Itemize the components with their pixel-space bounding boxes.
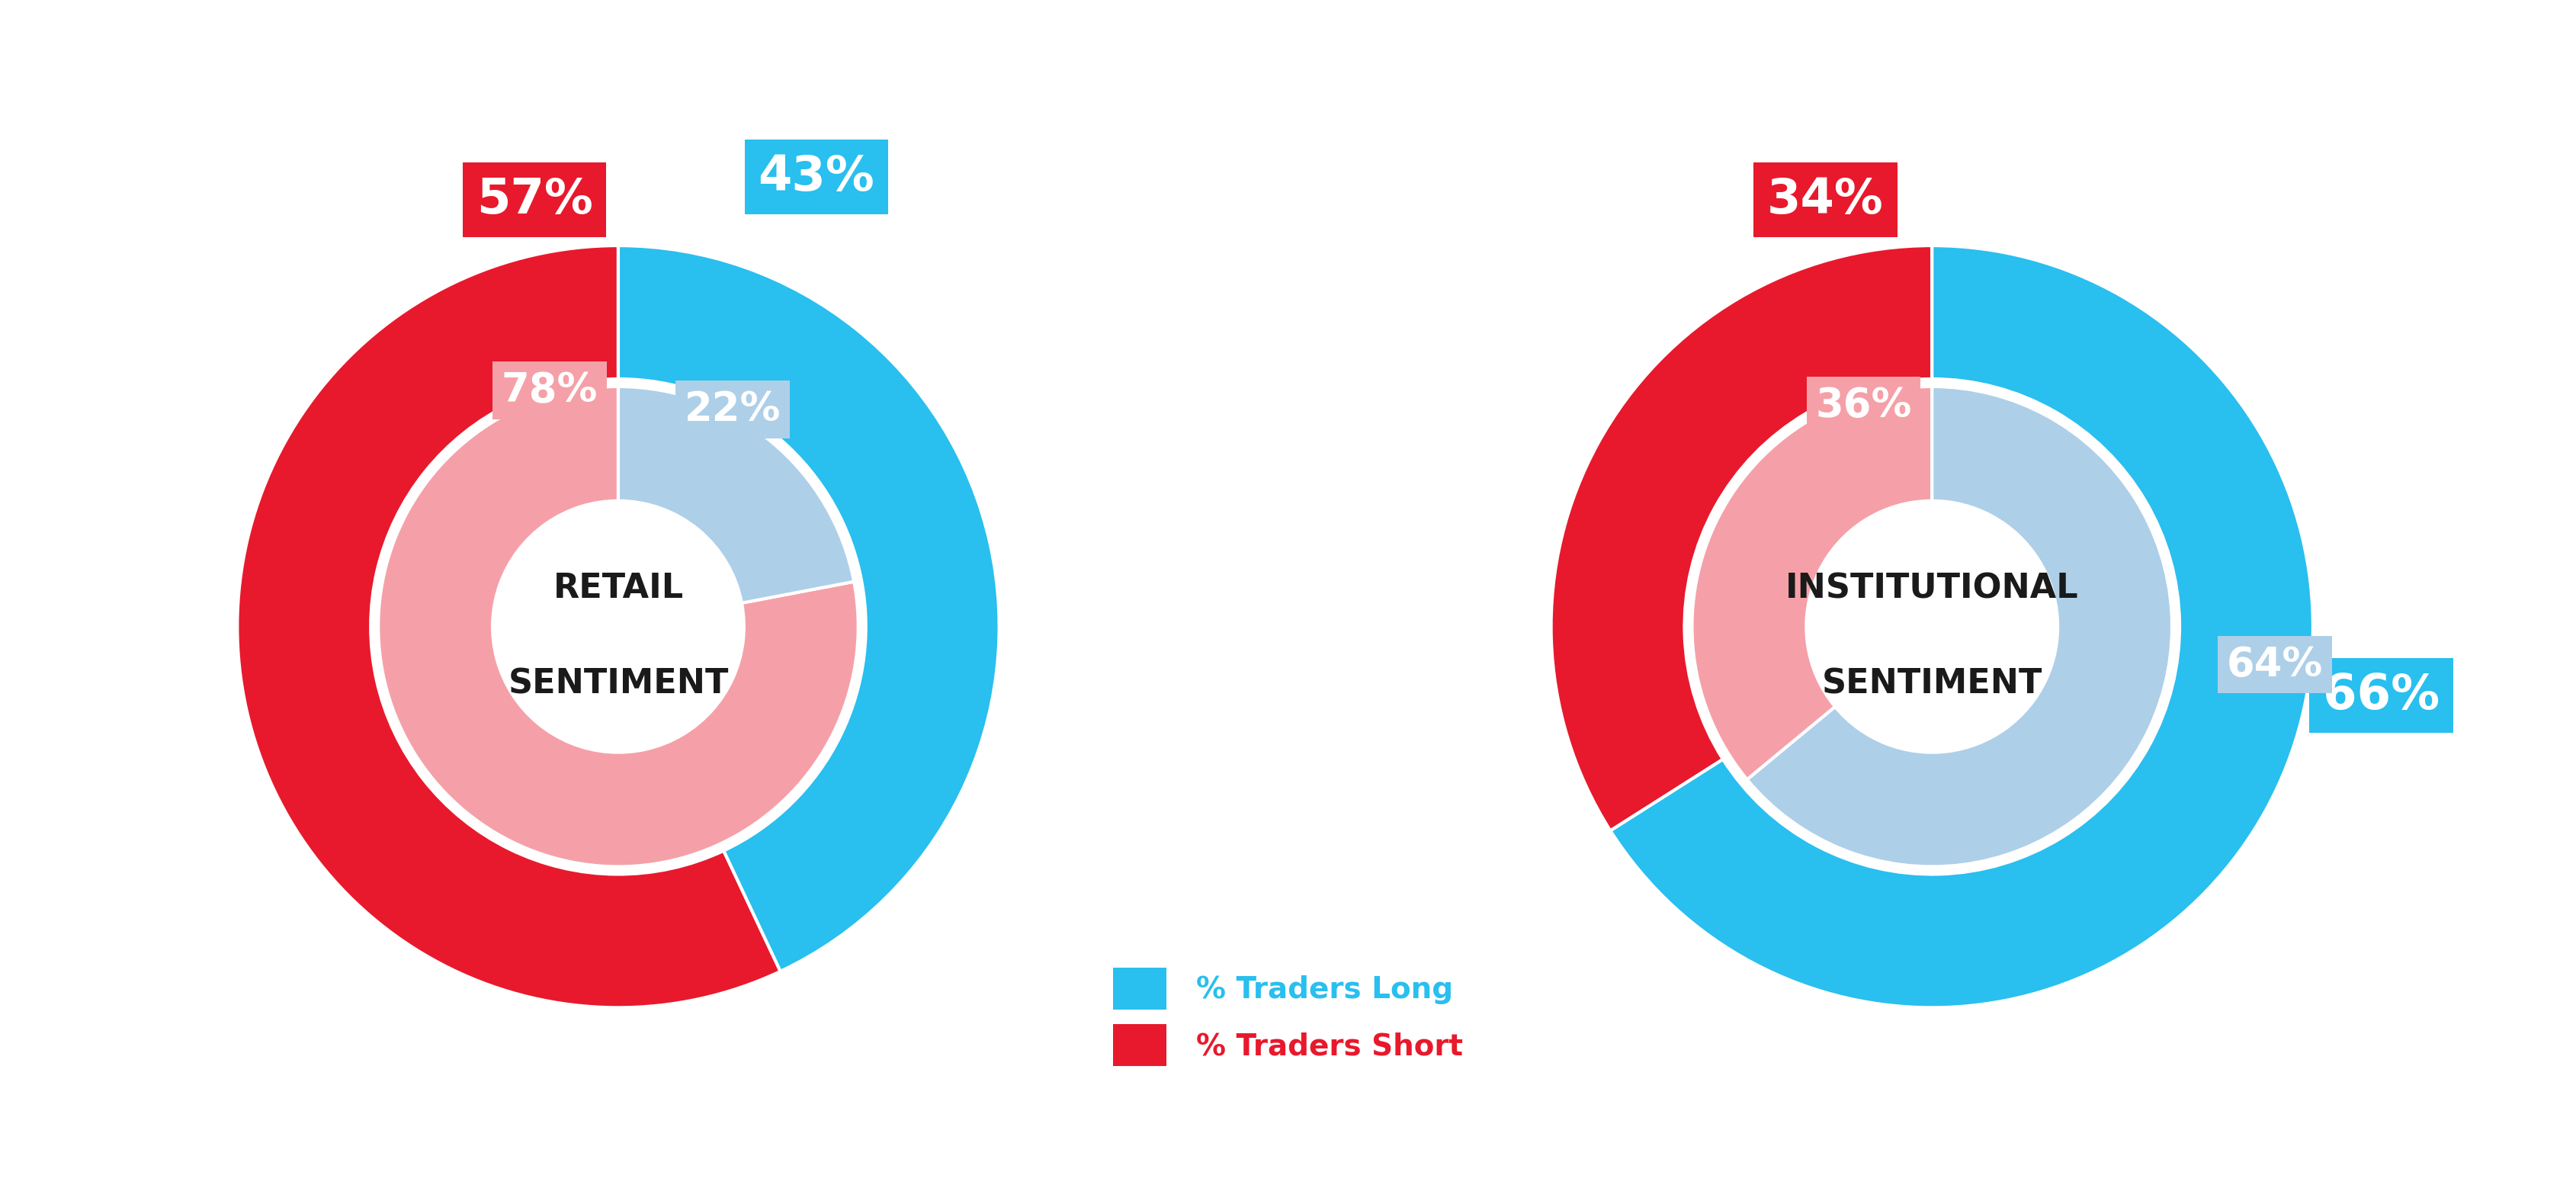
Text: RETAIL: RETAIL: [554, 572, 683, 605]
Text: 43%: 43%: [757, 154, 873, 201]
Wedge shape: [618, 245, 999, 972]
Wedge shape: [1551, 245, 1932, 831]
Text: 78%: 78%: [502, 371, 598, 411]
Text: 66%: 66%: [2324, 671, 2439, 719]
Wedge shape: [1747, 387, 2172, 867]
Text: 36%: 36%: [1816, 386, 1911, 425]
Wedge shape: [237, 245, 781, 1008]
Legend: % Traders Long, % Traders Short: % Traders Long, % Traders Short: [1113, 967, 1463, 1066]
Wedge shape: [1692, 387, 1932, 779]
Wedge shape: [1610, 245, 2313, 1008]
Wedge shape: [618, 387, 855, 603]
Wedge shape: [379, 387, 858, 867]
Text: SENTIMENT: SENTIMENT: [1821, 668, 2043, 700]
Text: 34%: 34%: [1767, 177, 1883, 223]
Text: 64%: 64%: [2226, 645, 2324, 685]
Text: SENTIMENT: SENTIMENT: [507, 668, 729, 700]
Text: 57%: 57%: [477, 177, 592, 223]
Text: 22%: 22%: [685, 389, 781, 429]
Text: INSTITUTIONAL: INSTITUTIONAL: [1785, 572, 2079, 605]
